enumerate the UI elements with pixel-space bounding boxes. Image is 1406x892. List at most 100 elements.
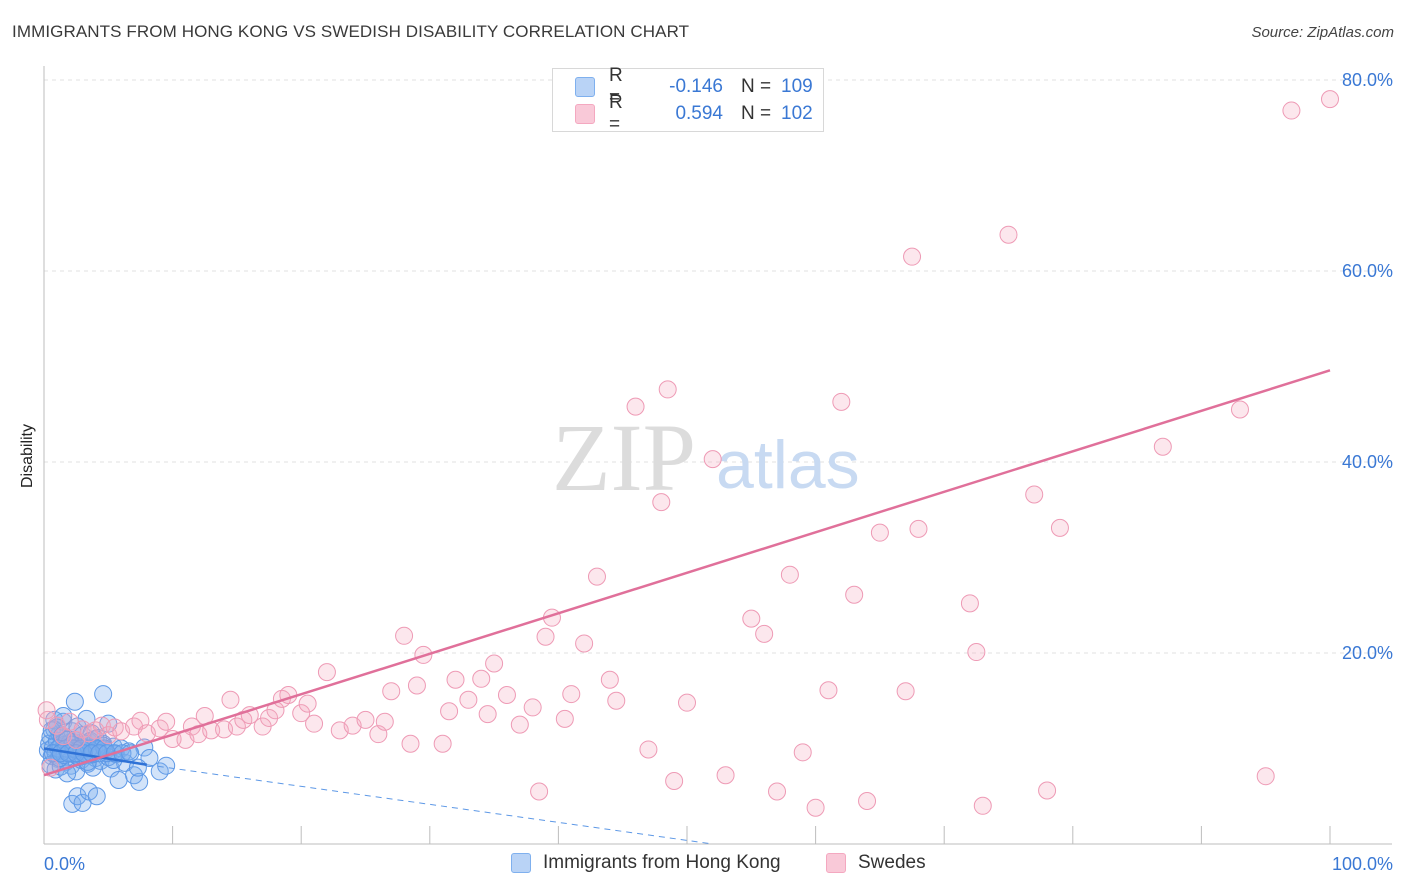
point-swedes [870,523,889,542]
point-hong-kong [130,772,149,791]
point-swedes [37,701,56,720]
data-points [37,90,1339,817]
point-swedes [356,710,375,729]
point-swedes [478,705,497,724]
point-swedes [298,694,317,713]
series-legend: Immigrants from Hong Kong Swedes [0,852,1406,878]
legend-r-label: R = [609,65,623,108]
point-swedes [401,734,420,753]
point-swedes [626,397,645,416]
point-swedes [1282,101,1301,120]
legend-row-hong-kong: R = -0.146 N = 109 [575,65,813,108]
point-swedes [780,565,799,584]
axes [43,66,1392,845]
point-swedes [446,670,465,689]
point-swedes [999,225,1018,244]
point-swedes [742,609,761,628]
legend-swatch-hong-kong [511,853,531,873]
point-swedes [555,709,574,728]
point-swedes [960,594,979,613]
point-swedes [716,766,735,785]
point-swedes [292,704,311,723]
point-swedes [658,380,677,399]
point-hong-kong [65,692,84,711]
point-swedes [819,681,838,700]
y-tick-label: 40.0% [1342,452,1393,472]
point-swedes [150,719,169,738]
point-swedes [832,392,851,411]
point-swedes [485,654,504,673]
point-swedes [1256,767,1275,786]
trend-line-hong-kong-extension [146,764,713,845]
legend-swatch-hong-kong [575,77,595,97]
point-swedes [1321,90,1339,109]
point-swedes [793,743,812,762]
point-swedes [395,626,414,645]
y-tick-label: 80.0% [1342,70,1393,90]
point-swedes [607,691,626,710]
point-swedes [562,685,581,704]
legend-r-value: 0.594 [675,103,723,124]
point-swedes [639,740,658,759]
point-swedes [305,714,324,733]
legend-label-hong-kong: Immigrants from Hong Kong [543,852,781,873]
point-swedes [407,676,426,695]
legend-item-hong-kong[interactable]: Immigrants from Hong Kong [511,852,781,874]
point-hong-kong [157,756,176,775]
point-swedes [1230,400,1249,419]
legend-n-value: 102 [781,103,813,124]
legend-r-value: -0.146 [669,76,723,97]
point-swedes [755,624,774,643]
point-swedes [221,690,240,709]
point-swedes [806,798,825,817]
point-swedes [678,693,696,712]
point-hong-kong [87,787,106,806]
y-tick-label: 60.0% [1342,261,1393,281]
point-swedes [440,702,459,721]
point-swedes [575,634,594,653]
point-swedes [472,669,491,688]
point-swedes [497,686,516,705]
legend-n-value: 109 [781,76,813,97]
grid [44,79,1392,654]
watermark: ZIP atlas [552,404,860,511]
trend-line-hong-kong [43,747,148,766]
watermark-atlas: atlas [716,427,860,503]
point-swedes [1038,781,1057,800]
point-hong-kong [140,749,159,768]
point-swedes [530,782,549,801]
tick-labels: 20.0% 40.0% 60.0% 80.0% 0.0% 100.0% [44,70,1393,874]
legend-r-label: R = [609,92,623,135]
point-swedes [909,519,928,538]
legend-n-label: N = [741,76,772,97]
legend-item-swedes[interactable]: Swedes [826,852,926,874]
watermark-zip: ZIP [552,404,696,511]
point-swedes [768,782,787,801]
y-tick-label: 20.0% [1342,643,1393,663]
point-swedes [703,450,722,469]
point-swedes [375,712,394,731]
point-swedes [973,796,992,815]
point-swedes [600,670,619,689]
chart-title: IMMIGRANTS FROM HONG KONG VS SWEDISH DIS… [12,22,690,41]
x-tick-label: 0.0% [44,854,85,874]
point-swedes [665,771,684,790]
point-swedes [536,627,555,646]
legend-row-swedes: R = 0.594 N = 102 [575,92,813,135]
point-swedes [459,690,478,709]
point-swedes [1153,437,1172,456]
legend-n-label: N = [741,103,772,124]
legend-label-swedes: Swedes [858,852,926,873]
trend-lines [43,369,1331,845]
point-swedes [38,710,57,729]
point-swedes [510,715,529,734]
point-swedes [227,717,246,736]
point-swedes [845,585,864,604]
point-swedes [1025,485,1044,504]
point-swedes [382,682,401,701]
legend-swatch-swedes [826,853,846,873]
point-hong-kong [42,721,61,740]
legend-swatch-swedes [575,104,595,124]
x-tick-label: 100.0% [1332,854,1393,874]
